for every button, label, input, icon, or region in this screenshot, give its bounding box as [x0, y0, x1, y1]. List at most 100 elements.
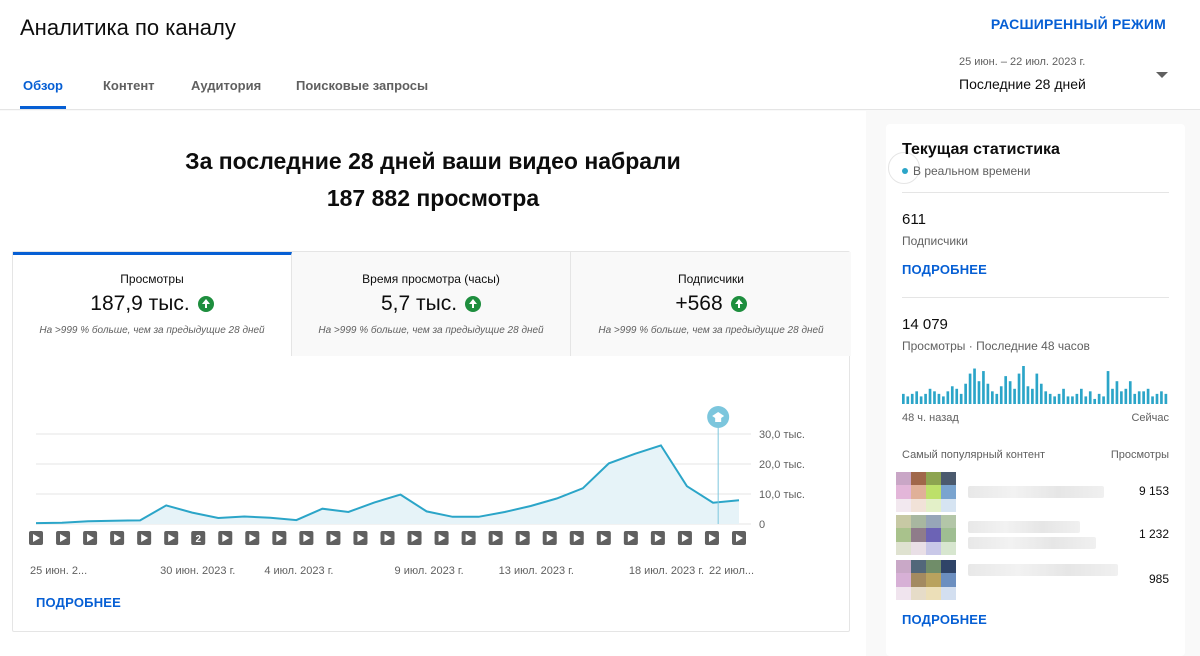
- play-icon: [465, 534, 473, 542]
- sparkline-bar: [1142, 391, 1145, 404]
- play-icon: [114, 534, 122, 542]
- video-thumbnail[interactable]: [896, 560, 956, 600]
- data-point: [138, 518, 142, 522]
- y-tick-label: 30,0 тыс.: [759, 429, 805, 441]
- tab-audience[interactable]: Аудитория: [191, 78, 262, 93]
- x-tick-label: 18 июл. 2023 г.: [629, 565, 704, 577]
- metric-value-row: +568: [571, 292, 851, 316]
- data-point: [659, 443, 663, 447]
- play-icon: [222, 534, 230, 542]
- sparkline-bar: [915, 391, 919, 404]
- subscribers-more-link[interactable]: ПОДРОБНЕЕ: [902, 262, 988, 277]
- sparkline-bar: [928, 388, 932, 404]
- sparkline-bar: [1160, 391, 1163, 404]
- views-area: [36, 445, 739, 524]
- play-icon: [330, 534, 338, 542]
- data-point: [320, 507, 324, 511]
- period-selector[interactable]: 25 июн. – 22 июл. 2023 г. Последние 28 д…: [959, 56, 1179, 92]
- metric-value-row: 5,7 тыс.: [292, 292, 570, 316]
- x-tick-label: 30 июн. 2023 г.: [160, 565, 235, 577]
- more-details-link[interactable]: ПОДРОБНЕЕ: [36, 595, 122, 610]
- data-point: [372, 500, 376, 504]
- top-content-row[interactable]: 1 232: [896, 515, 1169, 555]
- sparkline-bar: [1062, 388, 1065, 404]
- sparkline-bar: [1093, 398, 1097, 404]
- metric-value-row: 187,9 тыс.: [13, 292, 291, 316]
- sparkline-bar: [959, 393, 963, 404]
- divider: [902, 192, 1169, 193]
- period-label: Последние 28 дней: [959, 76, 1086, 92]
- data-point: [529, 504, 533, 508]
- top-content-row[interactable]: 9 153: [896, 472, 1169, 512]
- y-tick-label: 10,0 тыс.: [759, 489, 805, 501]
- sparkline-bar: [950, 386, 954, 404]
- overview-panel: За последние 28 дней ваши видео набрали …: [0, 111, 866, 656]
- headline-line1: За последние 28 дней ваши видео набрали: [185, 148, 681, 174]
- headline: За последние 28 дней ваши видео набрали …: [0, 143, 866, 217]
- data-point: [399, 493, 403, 497]
- metric-value: +568: [675, 292, 723, 315]
- sparkline-bar: [1031, 388, 1034, 404]
- video-title-blurred[interactable]: [968, 486, 1104, 498]
- sparkline-bar: [955, 388, 959, 404]
- sparkline-bar: [973, 368, 976, 404]
- video-title-blurred[interactable]: [968, 521, 1080, 533]
- sparkline-end-label: Сейчас: [1131, 412, 1169, 424]
- data-point: [346, 510, 350, 514]
- data-point: [112, 519, 116, 523]
- top-content-row[interactable]: 985: [896, 560, 1169, 600]
- top-content-more-link[interactable]: ПОДРОБНЕЕ: [902, 612, 988, 627]
- metric-note: На >999 % больше, чем за предыдущие 28 д…: [598, 325, 824, 336]
- x-tick-label: 9 июл. 2023 г.: [395, 565, 464, 577]
- top-content-views: 1 232: [1138, 527, 1169, 541]
- views-line: [35, 444, 740, 525]
- data-point: [451, 515, 455, 519]
- play-icon: [681, 534, 689, 542]
- sparkline-bar: [986, 383, 990, 404]
- sparkline-bar: [1155, 393, 1159, 404]
- sparkline-bar: [968, 373, 972, 404]
- chevron-down-icon[interactable]: [1156, 72, 1168, 78]
- realtime-indicator: В реальном времени: [902, 164, 1030, 178]
- realtime-panel: Текущая статистика В реальном времени 61…: [886, 124, 1185, 656]
- top-content-views: 9 153: [1138, 484, 1169, 498]
- realtime-label: В реальном времени: [913, 164, 1031, 178]
- sparkline-bar: [1004, 376, 1008, 404]
- top-content-header: Самый популярный контент: [902, 449, 1046, 461]
- metric-tab-views[interactable]: Просмотры 187,9 тыс. На >999 % больше, ч…: [13, 252, 292, 356]
- graduation-cap-icon: [715, 418, 722, 422]
- advanced-mode-button[interactable]: РАСШИРЕННЫЙ РЕЖИМ: [990, 16, 1166, 32]
- tab-content[interactable]: Контент: [103, 78, 155, 93]
- sparkline-bar: [1102, 396, 1105, 404]
- data-point: [216, 516, 220, 520]
- sparkline-bar: [933, 391, 936, 404]
- metric-value: 187,9 тыс.: [90, 292, 190, 315]
- data-point: [268, 516, 272, 520]
- play-icon: [546, 534, 554, 542]
- sparkline-bar: [995, 393, 999, 404]
- play-icon: [276, 534, 284, 542]
- video-title-blurred[interactable]: [968, 537, 1096, 549]
- sparkline-bar: [1066, 396, 1070, 404]
- arrow-up-icon: [197, 296, 214, 312]
- sparkline-bar: [1115, 381, 1119, 404]
- views-48h-label: Просмотры · Последние 48 часов: [902, 339, 1090, 353]
- video-title-blurred[interactable]: [968, 564, 1118, 576]
- sparkline-bar: [1008, 381, 1012, 404]
- data-point: [242, 515, 246, 519]
- tab-overview[interactable]: Обзор: [23, 78, 63, 93]
- video-thumbnail[interactable]: [896, 515, 956, 555]
- metric-tab-watch-time[interactable]: Время просмотра (часы) 5,7 тыс. На >999 …: [292, 252, 571, 356]
- video-marker-count: 2: [195, 534, 201, 545]
- x-tick-label: 25 июн. 2...: [30, 565, 87, 577]
- play-icon: [87, 534, 95, 542]
- views-48h-sparkline: [902, 366, 1168, 404]
- metric-note: На >999 % больше, чем за предыдущие 28 д…: [318, 325, 544, 336]
- video-thumbnail[interactable]: [896, 472, 956, 512]
- tab-search-queries[interactable]: Поисковые запросы: [296, 78, 429, 93]
- period-range: 25 июн. – 22 июл. 2023 г.: [959, 56, 1086, 68]
- sparkline-bar: [910, 393, 914, 404]
- play-icon: [60, 534, 68, 542]
- metric-tab-subscribers[interactable]: Подписчики +568 На >999 % больше, чем за…: [571, 252, 851, 356]
- data-point: [425, 509, 429, 513]
